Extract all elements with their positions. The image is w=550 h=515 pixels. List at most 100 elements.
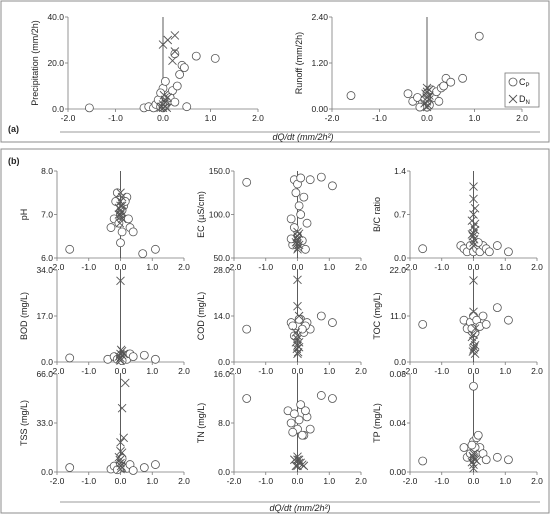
- ph-point-cp: [65, 244, 75, 254]
- b-c-ratio-point-cp: [484, 247, 494, 257]
- runoff-ytick-label: 1.20: [311, 58, 328, 68]
- b-c-ratio-xtick-label: -1.0: [434, 262, 449, 272]
- tp-point-dn-stroke: [469, 449, 478, 458]
- b-c-ratio-point-dn-stroke: [470, 203, 480, 213]
- precipitation-point-dn: [161, 97, 170, 107]
- precipitation-point-dn: [159, 90, 169, 100]
- precipitation-point-cp: [175, 70, 185, 79]
- bod-point-dn-stroke: [116, 276, 125, 286]
- precipitation-point-cp: [191, 51, 201, 61]
- precipitation-xtick-label: 0.0: [157, 113, 169, 123]
- precipitation-xtick-label: 2.0: [252, 113, 264, 123]
- ec-xtick-label: -2.0: [227, 262, 242, 272]
- bod-xtick-label: 1.0: [146, 366, 158, 376]
- ph-xtick-label: 1.0: [146, 262, 158, 272]
- tp-point-dn-stroke: [469, 454, 479, 463]
- ec-point-dn: [293, 244, 302, 254]
- tss-point-dn-stroke: [115, 455, 125, 465]
- chart-runoff: 0.00 1.20 2.40 -2.0 -1.0 0.0 1.0 2.0 Runoff (mm/…: [294, 12, 528, 123]
- ph-point-cp: [116, 238, 125, 248]
- precipitation-ytick-label: 0.0: [52, 104, 64, 114]
- ph-point-dn-stroke: [116, 210, 125, 219]
- precipitation-ytick-label: 20.0: [47, 58, 64, 68]
- tp-xtick-label: -1.0: [434, 476, 449, 486]
- toc-point-dn: [470, 324, 480, 333]
- ph-xtick-label: 0.0: [115, 262, 127, 272]
- b-c-ratio-ytick-label: 1.4: [394, 166, 406, 176]
- ec-point-cp: [289, 223, 299, 232]
- precipitation-point-dn: [168, 56, 177, 66]
- precipitation-ylabel: Precipitation (mm/2h): [30, 20, 40, 106]
- b-c-ratio-point-cp: [504, 247, 513, 257]
- precipitation-point-cp: [182, 102, 192, 112]
- ec-point-cp: [296, 210, 306, 219]
- tn-point-cp: [242, 394, 252, 403]
- tn-point-cp: [289, 409, 299, 419]
- tn-xtick-label: 1.0: [323, 476, 335, 486]
- tn-point-dn-stroke: [291, 461, 301, 471]
- tn-point-dn-stroke: [293, 461, 302, 471]
- runoff-point-cp: [403, 89, 413, 99]
- ec-point-dn-stroke: [293, 243, 303, 252]
- bod-point-cp: [139, 350, 149, 360]
- runoff-point-cp: [439, 81, 449, 91]
- tn-point-cp: [305, 424, 315, 434]
- runoff-point-dn: [422, 102, 432, 112]
- precipitation-point-cp: [210, 54, 220, 63]
- tss-xtick-label: -1.0: [81, 476, 96, 486]
- toc-point-dn-stroke: [469, 276, 478, 285]
- tp-point-dn-stroke: [469, 460, 478, 469]
- precipitation-point-cp: [84, 103, 94, 113]
- cod-point-dn: [294, 342, 304, 352]
- panel-a-label: (a): [8, 124, 19, 134]
- b-c-ratio-point-dn-stroke: [469, 238, 478, 247]
- ph-point-dn-stroke: [114, 203, 124, 213]
- chart-b-c-ratio: 0.0 0.7 1.4 -2.0 -1.0 0.0 1.0 2.0 B/C ratio: [372, 166, 543, 272]
- cod-xtick-label: 2.0: [355, 366, 367, 376]
- tss-point-dn: [115, 455, 125, 465]
- ph-point-dn: [114, 203, 124, 213]
- runoff-point-cp: [415, 102, 425, 112]
- ph-point-cp: [128, 227, 138, 237]
- bod-point-dn-stroke: [116, 345, 126, 355]
- chart-tn: 0.08.016.0-2.0 -1.0 0.0 1.0 2.0TN (mg/L): [196, 369, 367, 486]
- precipitation-point-dn: [163, 35, 173, 45]
- bod-point-dn-stroke: [115, 354, 125, 364]
- ec-ytick-label: 150.0: [209, 166, 231, 176]
- b-c-ratio-xtick-label: 0.0: [468, 262, 480, 272]
- toc-point-cp: [467, 324, 477, 333]
- cod-point-dn-stroke: [294, 311, 304, 321]
- precipitation-point-dn-stroke: [162, 103, 172, 113]
- ph-point-cp: [124, 214, 133, 224]
- cod-point-cp: [328, 318, 337, 327]
- ph-point-dn-stroke: [116, 208, 126, 217]
- tn-ylabel: TN (mg/L): [196, 403, 206, 444]
- runoff-point-cp: [458, 73, 468, 83]
- tp-xtick-label: -2.0: [403, 476, 418, 486]
- tp-point-cp: [418, 456, 428, 466]
- bod-point-dn-stroke: [116, 356, 125, 365]
- ph-point-cp: [106, 223, 116, 232]
- ph-point-cp: [117, 227, 127, 237]
- legend-label-cp: CP: [519, 77, 530, 89]
- toc-point-cp: [492, 303, 502, 313]
- runoff-xtick-label: -2.0: [325, 113, 340, 123]
- runoff-xtick-label: -1.0: [372, 113, 387, 123]
- bod-point-cp: [151, 354, 160, 364]
- cod-point-dn: [291, 337, 301, 347]
- tn-point-cp: [328, 394, 337, 403]
- cod-point-dn-stroke: [291, 337, 301, 347]
- ec-point-dn-stroke: [293, 244, 302, 254]
- b-c-ratio-point-dn-stroke: [470, 219, 480, 229]
- tn-xtick-label: -1.0: [258, 476, 273, 486]
- ec-xtick-label: 1.0: [323, 262, 335, 272]
- ec-point-cp: [294, 201, 304, 211]
- tp-ylabel: TP (mg/L): [372, 403, 382, 443]
- bod-point-dn: [115, 354, 125, 364]
- tn-point-dn-stroke: [297, 460, 307, 469]
- ph-point-cp: [114, 218, 124, 228]
- chart-precipitation: 0.0 20.0 40.0 -2.0 -1.0 0.0 1.0 2.0 Precipitatio…: [30, 12, 264, 123]
- tss-point-cp: [139, 463, 149, 472]
